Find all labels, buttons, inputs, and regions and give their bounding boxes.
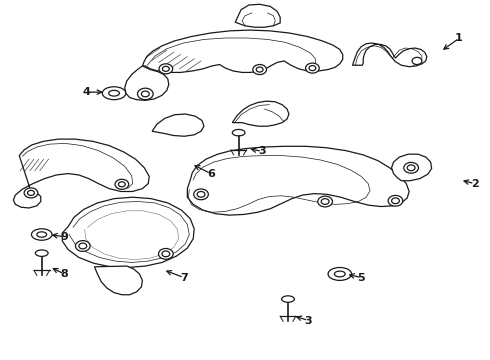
Text: 1: 1 xyxy=(455,33,463,43)
Ellipse shape xyxy=(232,130,245,136)
Polygon shape xyxy=(392,154,432,181)
Ellipse shape xyxy=(328,267,351,280)
Circle shape xyxy=(256,67,263,72)
Text: 3: 3 xyxy=(305,316,312,325)
Circle shape xyxy=(119,182,125,187)
Circle shape xyxy=(79,243,87,249)
Circle shape xyxy=(162,66,169,71)
Polygon shape xyxy=(235,4,280,27)
Ellipse shape xyxy=(35,250,48,256)
Polygon shape xyxy=(13,139,149,208)
Ellipse shape xyxy=(31,229,52,240)
Text: 4: 4 xyxy=(82,87,90,97)
Text: 5: 5 xyxy=(358,273,365,283)
Text: 3: 3 xyxy=(258,146,266,156)
Ellipse shape xyxy=(37,232,47,237)
Circle shape xyxy=(253,64,267,75)
Circle shape xyxy=(159,248,173,259)
Circle shape xyxy=(412,57,422,64)
Circle shape xyxy=(115,179,129,189)
Ellipse shape xyxy=(282,296,294,302)
Polygon shape xyxy=(62,197,194,267)
Circle shape xyxy=(162,251,170,257)
Polygon shape xyxy=(125,66,169,100)
Polygon shape xyxy=(187,146,409,215)
Circle shape xyxy=(309,66,316,71)
Polygon shape xyxy=(232,101,289,126)
Circle shape xyxy=(407,165,415,171)
Text: 9: 9 xyxy=(60,232,68,242)
Circle shape xyxy=(75,240,90,251)
Polygon shape xyxy=(152,114,204,136)
Circle shape xyxy=(159,64,172,74)
Circle shape xyxy=(27,190,34,195)
Circle shape xyxy=(321,199,329,204)
Circle shape xyxy=(194,189,208,200)
Circle shape xyxy=(24,188,38,198)
Ellipse shape xyxy=(334,271,345,277)
Circle shape xyxy=(142,91,149,97)
Circle shape xyxy=(306,63,319,73)
Circle shape xyxy=(138,88,153,100)
Text: 7: 7 xyxy=(180,273,188,283)
Circle shape xyxy=(404,162,418,173)
Circle shape xyxy=(392,198,399,204)
Ellipse shape xyxy=(102,87,126,100)
Circle shape xyxy=(318,196,332,207)
Circle shape xyxy=(197,192,205,197)
Text: 8: 8 xyxy=(60,269,68,279)
Ellipse shape xyxy=(109,90,120,96)
Polygon shape xyxy=(143,30,343,72)
Polygon shape xyxy=(95,266,143,295)
Text: 2: 2 xyxy=(471,179,479,189)
Polygon shape xyxy=(352,43,427,67)
Text: 6: 6 xyxy=(207,168,215,179)
Circle shape xyxy=(388,195,403,206)
